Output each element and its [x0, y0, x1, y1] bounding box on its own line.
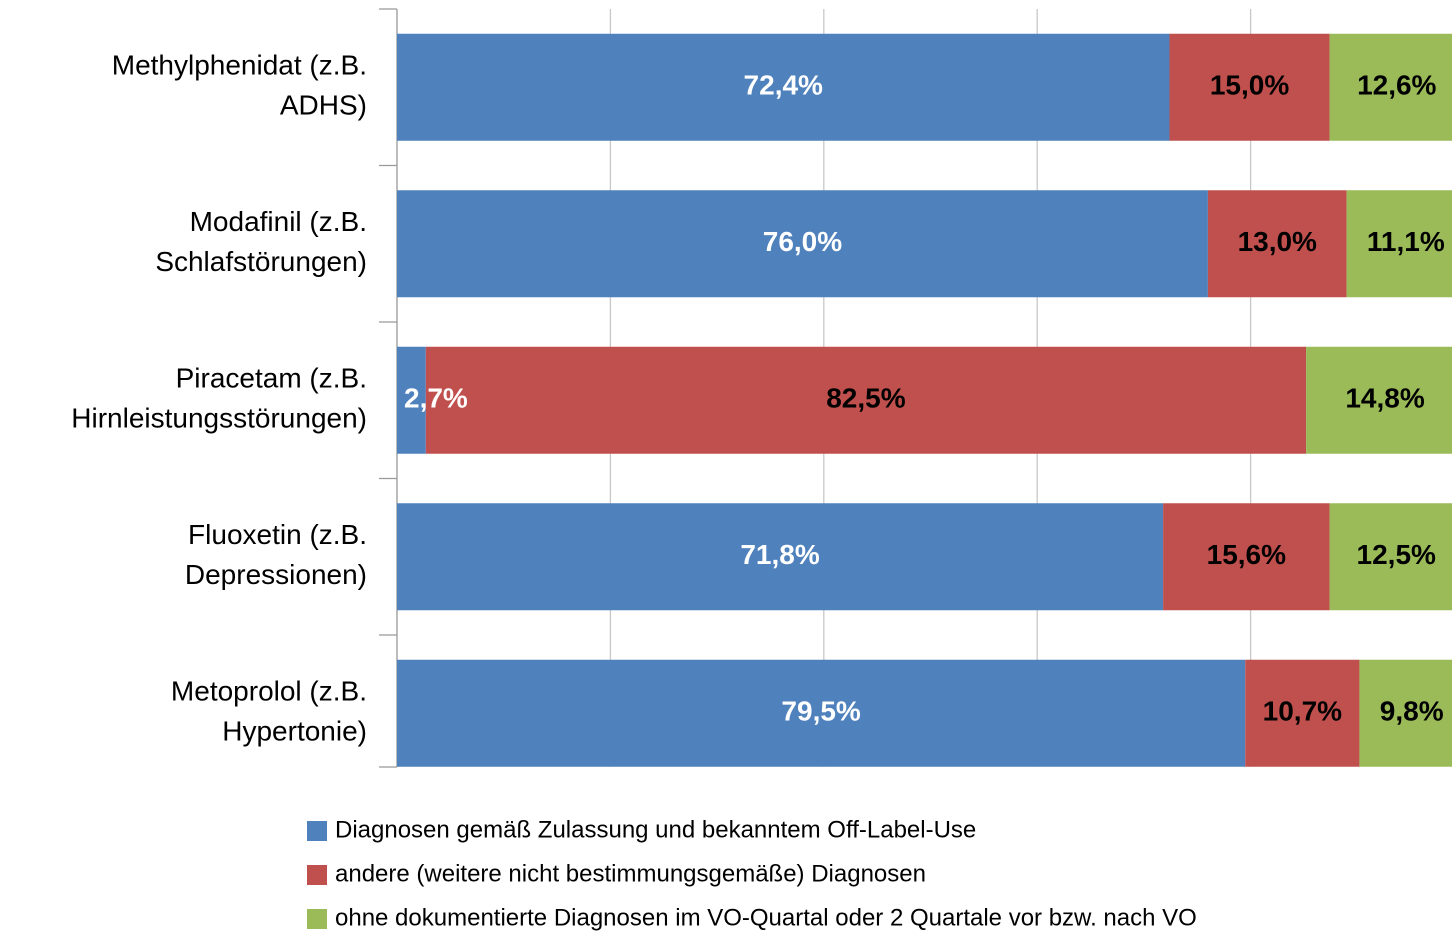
legend-label: Diagnosen gemäß Zulassung und bekanntem … [335, 816, 976, 843]
category-label-line: Hirnleistungsstörungen) [71, 403, 367, 434]
value-label: 12,6% [1357, 70, 1436, 101]
value-label: 11,1% [1367, 226, 1445, 257]
category-label-line: Fluoxetin (z.B. [188, 519, 367, 550]
category-label-line: Modafinil (z.B. [190, 206, 367, 237]
value-label: 79,5% [781, 696, 860, 727]
legend-label: ohne dokumentierte Diagnosen im VO-Quart… [335, 904, 1197, 931]
bar-segment [1169, 33, 1330, 141]
value-label: 9,8% [1380, 696, 1444, 727]
bar-segment [1163, 503, 1330, 611]
value-label: 76,0% [763, 226, 842, 257]
value-label: 10,7% [1263, 696, 1342, 727]
category-label: Modafinil (z.B. Schlafstörungen) [155, 206, 367, 277]
bar-segment [1207, 190, 1347, 298]
category-label: Piracetam (z.B. Hirnleistungsstörungen) [71, 363, 367, 434]
category-label: Fluoxetin (z.B. Depressionen) [185, 519, 367, 590]
bar-segment [1359, 659, 1452, 767]
legend-label: andere (weitere nicht bestimmungsgemäße)… [335, 860, 926, 887]
category-label-line: ADHS) [280, 90, 367, 121]
value-label: 15,0% [1210, 70, 1289, 101]
value-label: 72,4% [744, 70, 823, 101]
value-label: 82,5% [826, 383, 905, 414]
bar-segment [397, 190, 1208, 298]
bar-segment [1329, 33, 1452, 141]
value-label: 14,8% [1345, 383, 1424, 414]
category-label: Metoprolol (z.B. Hypertonie) [171, 676, 367, 747]
category-label: Methylphenidat (z.B. ADHS) [112, 50, 367, 121]
bar-segment [397, 659, 1246, 767]
category-label-line: Metoprolol (z.B. [171, 676, 367, 707]
bar-segment [425, 346, 1307, 454]
legend-swatch [307, 821, 327, 841]
value-label: 71,8% [740, 539, 819, 570]
category-label-line: Piracetam (z.B. [176, 363, 367, 394]
bar-segment [397, 503, 1164, 611]
bar-segment [1245, 659, 1360, 767]
category-label-line: Hypertonie) [222, 716, 367, 747]
category-label-line: Methylphenidat (z.B. [112, 50, 367, 81]
value-label: 13,0% [1238, 226, 1317, 257]
value-label: 2,7% [404, 383, 468, 414]
value-label: 12,5% [1357, 539, 1436, 570]
value-label: 15,6% [1207, 539, 1286, 570]
legend-swatch [307, 909, 327, 929]
bar-segment [1306, 346, 1452, 454]
category-label-line: Depressionen) [185, 559, 367, 590]
bar-segment [397, 346, 426, 454]
bar-segment [1346, 190, 1452, 298]
bar-segment [1329, 503, 1452, 611]
category-label-line: Schlafstörungen) [155, 246, 367, 277]
legend-swatch [307, 865, 327, 885]
bar-segment [397, 33, 1170, 141]
